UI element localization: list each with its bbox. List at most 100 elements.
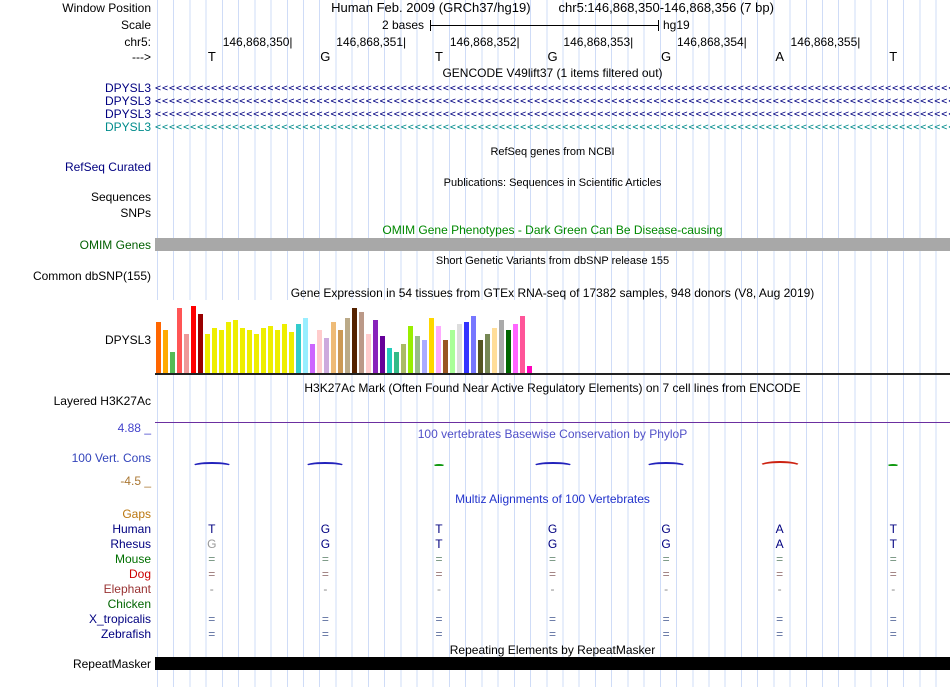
gtex-expression-bar[interactable] xyxy=(310,344,315,374)
species-label-gaps[interactable]: Gaps xyxy=(122,507,151,521)
alignment-base: G xyxy=(207,537,217,551)
track-label-sequences[interactable]: Sequences xyxy=(90,190,151,204)
alignment-base: = xyxy=(549,567,557,581)
omim-gene-bar[interactable] xyxy=(155,238,950,251)
gtex-expression-bar[interactable] xyxy=(170,352,175,374)
track-label-common-dbsnp[interactable]: Common dbSNP(155) xyxy=(32,269,151,283)
gtex-expression-bar[interactable] xyxy=(401,344,406,374)
gtex-expression-bar[interactable] xyxy=(450,330,455,374)
species-label-rhesus[interactable]: Rhesus xyxy=(110,537,151,551)
gtex-expression-bar[interactable] xyxy=(338,330,343,374)
alignment-base: = xyxy=(889,627,897,641)
gtex-expression-bar[interactable] xyxy=(492,328,497,374)
gtex-expression-bar[interactable] xyxy=(247,330,252,374)
gtex-expression-bar[interactable] xyxy=(345,318,350,374)
omim-track-title: OMIM Gene Phenotypes - Dark Green Can Be… xyxy=(382,223,723,237)
gtex-expression-bar[interactable] xyxy=(422,340,427,374)
track-label-100-vert-cons[interactable]: 100 Vert. Cons xyxy=(71,451,151,465)
species-label-dog[interactable]: Dog xyxy=(128,567,151,581)
gene-label-dpysl3-2[interactable]: DPYSL3 xyxy=(104,94,151,108)
ruler-tick: 146,868,354| xyxy=(676,35,747,49)
gtex-expression-bar[interactable] xyxy=(408,326,413,374)
species-label-chicken[interactable]: Chicken xyxy=(107,597,151,611)
gtex-expression-bar[interactable] xyxy=(331,322,336,374)
gtex-expression-bar[interactable] xyxy=(184,334,189,374)
gene-label-dpysl3-1[interactable]: DPYSL3 xyxy=(104,81,151,95)
gtex-expression-bar[interactable] xyxy=(429,318,434,374)
track-label-repeatmasker[interactable]: RepeatMasker xyxy=(72,657,151,671)
transcript-intron-arrows-4[interactable]: <<<<<<<<<<<<<<<<<<<<<<<<<<<<<<<<<<<<<<<<… xyxy=(155,122,950,133)
gene-label-dpysl3-4[interactable]: DPYSL3 xyxy=(104,120,151,134)
alignment-base: = xyxy=(776,612,784,626)
gtex-expression-bar[interactable] xyxy=(275,330,280,374)
species-label-x-tropicalis[interactable]: X_tropicalis xyxy=(88,612,151,626)
gtex-expression-bar[interactable] xyxy=(324,338,329,374)
gtex-expression-bar[interactable] xyxy=(373,320,378,374)
gtex-expression-bar[interactable] xyxy=(513,324,518,374)
gtex-expression-bar[interactable] xyxy=(387,348,392,374)
gtex-expression-bar[interactable] xyxy=(282,324,287,374)
alignment-row-x-tropicalis: = = = = = = = xyxy=(155,612,950,626)
gtex-expression-bar[interactable] xyxy=(457,324,462,374)
gene-label-dpysl3-3[interactable]: DPYSL3 xyxy=(104,107,151,121)
gtex-expression-bar[interactable] xyxy=(296,324,301,374)
scale-value: 2 bases xyxy=(381,18,424,32)
alignment-base: = xyxy=(321,567,329,581)
gtex-expression-bar[interactable] xyxy=(156,322,161,374)
species-label-human[interactable]: Human xyxy=(112,522,151,536)
species-label-zebrafish[interactable]: Zebrafish xyxy=(100,627,151,641)
gtex-expression-bar[interactable] xyxy=(499,320,504,374)
gtex-expression-bar[interactable] xyxy=(219,330,224,374)
gtex-expression-bar[interactable] xyxy=(520,316,525,374)
gtex-expression-bar[interactable] xyxy=(303,318,308,374)
gtex-expression-bar[interactable] xyxy=(233,320,238,374)
gtex-expression-bar[interactable] xyxy=(394,352,399,374)
track-label-layered-h3k27ac[interactable]: Layered H3K27Ac xyxy=(53,394,151,408)
gtex-expression-bar[interactable] xyxy=(436,326,441,374)
gtex-expression-bar[interactable] xyxy=(471,316,476,374)
alignment-base: = xyxy=(549,552,557,566)
track-label-omim-genes[interactable]: OMIM Genes xyxy=(79,238,151,252)
alignment-row-elephant: ------- xyxy=(155,582,950,596)
gtex-expression-bar[interactable] xyxy=(464,322,469,374)
track-label-refseq-curated[interactable]: RefSeq Curated xyxy=(64,160,151,174)
species-label-mouse[interactable]: Mouse xyxy=(114,552,151,566)
gtex-expression-bar[interactable] xyxy=(443,340,448,374)
alignment-base: - xyxy=(436,582,441,596)
transcript-intron-arrows-1[interactable]: <<<<<<<<<<<<<<<<<<<<<<<<<<<<<<<<<<<<<<<<… xyxy=(155,83,950,94)
track-label-snps[interactable]: SNPs xyxy=(120,206,151,220)
gtex-expression-bar[interactable] xyxy=(254,334,259,374)
gtex-expression-bar[interactable] xyxy=(205,334,210,374)
gtex-expression-bar[interactable] xyxy=(163,330,168,374)
gtex-expression-bar[interactable] xyxy=(478,340,483,374)
gtex-expression-bar[interactable] xyxy=(506,330,511,374)
gtex-expression-bar[interactable] xyxy=(317,330,322,374)
ruler-tick: 146,868,350| xyxy=(222,35,293,49)
gtex-bar-chart[interactable] xyxy=(156,300,532,374)
gtex-expression-bar[interactable] xyxy=(268,326,273,374)
gtex-expression-bar[interactable] xyxy=(226,322,231,374)
gtex-expression-bar[interactable] xyxy=(289,332,294,374)
transcript-intron-arrows-3[interactable]: <<<<<<<<<<<<<<<<<<<<<<<<<<<<<<<<<<<<<<<<… xyxy=(155,109,950,120)
gtex-expression-bar[interactable] xyxy=(212,328,217,374)
gtex-expression-bar[interactable] xyxy=(352,308,357,374)
transcript-intron-arrows-2[interactable]: <<<<<<<<<<<<<<<<<<<<<<<<<<<<<<<<<<<<<<<<… xyxy=(155,96,950,107)
gtex-expression-bar[interactable] xyxy=(177,308,182,374)
track-label-gtex-dpysl3[interactable]: DPYSL3 xyxy=(104,333,151,347)
gtex-expression-bar[interactable] xyxy=(240,328,245,374)
label-window-position: Window Position xyxy=(62,1,151,15)
gtex-expression-bar[interactable] xyxy=(191,306,196,374)
species-label-elephant[interactable]: Elephant xyxy=(103,582,151,596)
alignment-base: G xyxy=(661,537,671,551)
position-range: chr5:146,868,350-146,868,356 (7 bp) xyxy=(558,0,774,15)
gtex-expression-bar[interactable] xyxy=(485,334,490,374)
gtex-expression-bar[interactable] xyxy=(527,366,532,374)
gtex-expression-bar[interactable] xyxy=(366,334,371,374)
repeatmasker-element-bar[interactable] xyxy=(155,657,950,670)
gtex-expression-bar[interactable] xyxy=(261,328,266,374)
gtex-expression-bar[interactable] xyxy=(415,336,420,374)
gtex-expression-bar[interactable] xyxy=(380,336,385,374)
gtex-expression-bar[interactable] xyxy=(198,314,203,374)
gtex-expression-bar[interactable] xyxy=(359,312,364,374)
